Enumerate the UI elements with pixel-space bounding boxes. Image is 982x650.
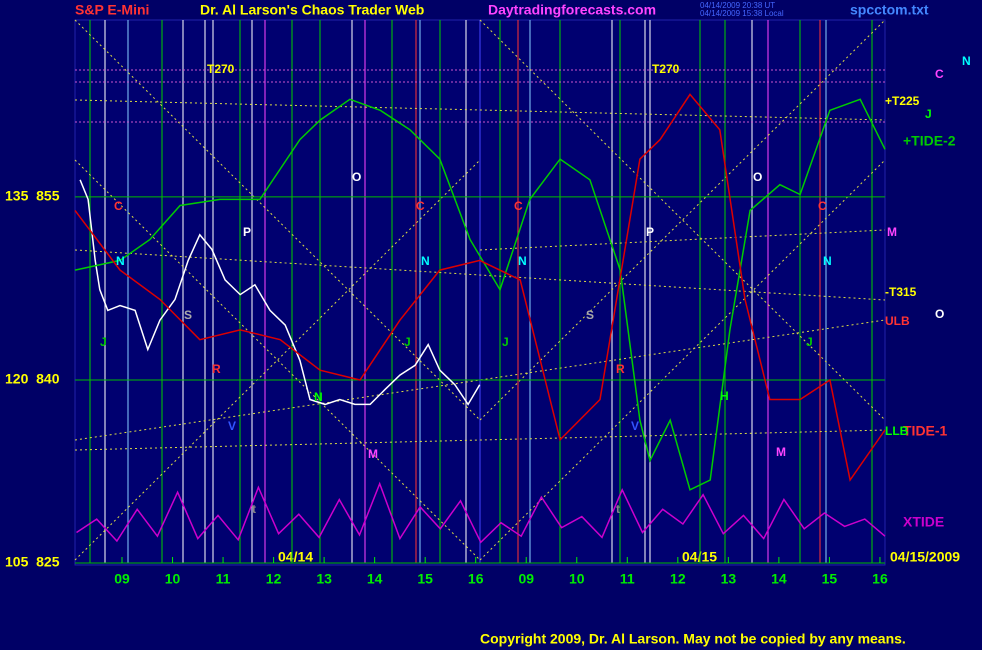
series-line (76, 481, 886, 544)
annotation: +T225 (885, 94, 920, 108)
x-tick-label: 10 (165, 571, 181, 587)
annotation: P (243, 225, 251, 239)
date-label: 04/15/2009 (890, 549, 960, 565)
annotation: T270 (652, 62, 680, 76)
y-tick-label: 120 840 (5, 371, 60, 387)
x-tick-label: 14 (771, 571, 787, 587)
timestamp: 04/14/2009 15:38 Local (700, 9, 784, 18)
annotation: ULB (885, 314, 910, 328)
x-tick-label: 11 (620, 571, 635, 587)
gann-line (74, 319, 886, 441)
x-tick-label: 09 (518, 571, 534, 587)
annotation: V (631, 419, 639, 433)
series-line (74, 93, 886, 482)
annotation: J (100, 335, 107, 349)
gann-line (74, 249, 886, 301)
x-tick-label: 15 (417, 571, 433, 587)
copyright: Copyright 2009, Dr. Al Larson. May not b… (480, 631, 906, 647)
gann-line (74, 429, 886, 451)
gann-line (74, 99, 886, 121)
annotation: S (586, 308, 594, 322)
timestamp: 04/14/2009 20:38 UT (700, 1, 775, 10)
x-tick-label: 13 (721, 571, 737, 587)
annotation: N (518, 254, 527, 268)
annotation: M (776, 445, 786, 459)
annotation: M (887, 225, 897, 239)
annotation: N (962, 54, 971, 68)
annotation: S (184, 308, 192, 322)
annotation: J (502, 335, 509, 349)
x-tick-label: 15 (822, 571, 838, 587)
legend-label: +TIDE-2 (903, 133, 956, 149)
x-tick-label: 09 (114, 571, 130, 587)
chart-title: S&P E-Mini (75, 2, 149, 18)
site-name: Daytradingforecasts.com (488, 2, 656, 18)
x-tick-label: 14 (367, 571, 383, 587)
x-tick-label: 11 (216, 571, 231, 587)
series-line (74, 98, 886, 491)
annotation: T270 (207, 62, 235, 76)
series-line (79, 179, 481, 406)
annotation: O (935, 307, 944, 321)
date-label: 04/14 (278, 549, 313, 565)
annotation: N (421, 254, 430, 268)
x-tick-label: 16 (872, 571, 888, 587)
annotation: M (368, 447, 378, 461)
y-tick-label: 135 855 (5, 188, 60, 204)
annotation: C (935, 67, 944, 81)
annotation: O (753, 170, 762, 184)
annotation: t (252, 502, 256, 516)
annotation: R (616, 362, 625, 376)
x-tick-label: 13 (316, 571, 332, 587)
y-tick-label: 105 825 (5, 554, 60, 570)
x-tick-label: 12 (266, 571, 282, 587)
annotation: N (823, 254, 832, 268)
annotation: C (514, 199, 523, 213)
annotation: R (212, 362, 221, 376)
annotation: C (114, 199, 123, 213)
annotation: C (416, 199, 425, 213)
chart-subtitle: Dr. Al Larson's Chaos Trader Web (200, 2, 424, 18)
legend-label: XTIDE (903, 514, 944, 530)
x-tick-label: 10 (569, 571, 585, 587)
annotation: N (116, 254, 125, 268)
annotation: C (818, 199, 827, 213)
x-tick-label: 12 (670, 571, 686, 587)
annotation: J (806, 335, 813, 349)
annotation: V (228, 419, 236, 433)
annotation: J (925, 107, 932, 121)
legend-label: TIDE-1 (903, 423, 948, 439)
annotation: t (616, 502, 620, 516)
annotation: -T315 (885, 285, 917, 299)
annotation: LLB (885, 424, 909, 438)
annotation: P (646, 225, 654, 239)
annotation: H (720, 389, 729, 403)
annotation: O (352, 170, 361, 184)
file-name: spcctom.txt (850, 2, 929, 18)
annotation: J (404, 335, 411, 349)
x-tick-label: 16 (468, 571, 484, 587)
annotation: N (314, 390, 323, 404)
